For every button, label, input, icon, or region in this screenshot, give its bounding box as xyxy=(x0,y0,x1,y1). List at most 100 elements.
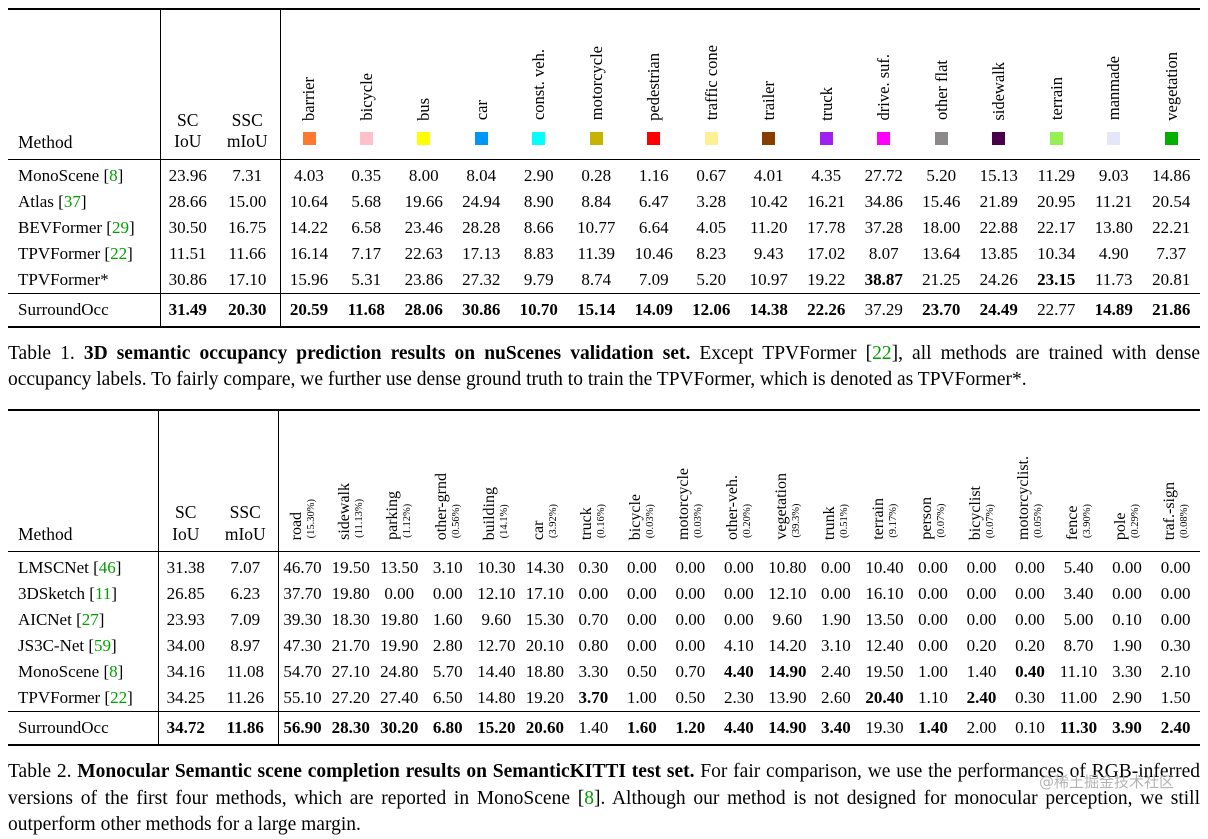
class-label: bicycle xyxy=(356,72,376,121)
metric-value: 3.70 xyxy=(578,688,609,708)
method-cell: JS3C-Net [59] xyxy=(8,633,159,660)
table2-semantickitti-results: Method SC IoU SSC mIoU road (15.30%) sidewalk (1… xyxy=(8,408,1200,747)
metric-value: 7.37 xyxy=(1156,243,1187,263)
class-color-swatch-car xyxy=(474,131,488,145)
class-header-terrain: terrain (9.17%) xyxy=(860,409,909,553)
metric-value: 16.10 xyxy=(865,584,904,604)
paper-page: Method SC IoU SSC mIoU barrier bicycle bus car co… xyxy=(8,8,1200,835)
metric-value: 10.30 xyxy=(477,558,516,578)
class-frequency: (0.16%) xyxy=(596,503,608,539)
class-frequency: (0.20%) xyxy=(741,503,753,539)
metric-value: 0.00 xyxy=(626,584,657,604)
metric-value: 46.70 xyxy=(283,558,322,578)
class-label: barrier xyxy=(299,76,319,121)
method-cell: TPVFormer* xyxy=(8,266,161,293)
metric-value: 9.43 xyxy=(753,243,784,263)
class-color-swatch-motorcycle xyxy=(589,131,603,145)
class-frequency: (39.3%) xyxy=(790,503,802,539)
metric-value: 15.14 xyxy=(567,292,625,327)
metric-value: 8.07 xyxy=(868,243,899,263)
metric-value: 28.30 xyxy=(326,711,376,746)
class-header-sidewalk: sidewalk xyxy=(970,9,1028,160)
row-js3c-net: JS3C-Net [59] 34.00 8.97 47.30 21.70 19.90 2.8… xyxy=(8,633,1200,660)
ssc-miou-value: 11.86 xyxy=(213,711,279,746)
metric-value: 20.81 xyxy=(1152,269,1191,289)
metric-value: 1.60 xyxy=(432,610,463,630)
metric-value: 11.30 xyxy=(1054,711,1103,746)
metric-value: 10.42 xyxy=(749,191,788,211)
metric-value: 8.00 xyxy=(408,165,439,185)
metric-value: 20.10 xyxy=(525,636,564,656)
metric-value: 5.40 xyxy=(1063,558,1094,578)
metric-value: 5.00 xyxy=(1063,610,1094,630)
metric-value: 14.09 xyxy=(625,292,683,327)
metric-value: 5.20 xyxy=(696,269,727,289)
metric-value: 0.67 xyxy=(696,165,727,185)
metric-value: 4.90 xyxy=(1098,243,1129,263)
metric-value: 4.40 xyxy=(714,711,764,746)
metric-value: 4.05 xyxy=(696,217,727,237)
metric-value: 1.90 xyxy=(821,610,851,630)
metric-value: 0.00 xyxy=(966,584,997,604)
method-name: MonoScene xyxy=(18,662,100,682)
ssc-miou-value: 11.26 xyxy=(213,685,279,712)
class-frequency: (0.08%) xyxy=(1178,503,1190,539)
class-label: motorcycle (0.03%) xyxy=(675,468,704,540)
class-header-pedestrian: pedestrian xyxy=(625,9,683,160)
row-surroundocc: SurroundOcc 31.49 20.30 20.59 11.68 28.06 30.8… xyxy=(8,292,1200,327)
class-color-swatch-drive-suf xyxy=(877,131,891,145)
class-header-trunk: trunk (0.51%) xyxy=(811,409,861,553)
metric-value: 5.31 xyxy=(351,269,382,289)
metric-value: 11.29 xyxy=(1037,165,1076,185)
metric-value: 3.10 xyxy=(432,558,463,578)
method-cell: Atlas [37] xyxy=(8,188,161,215)
metric-value: 1.40 xyxy=(966,662,997,682)
watermark: @稀土掘金技术社区 xyxy=(1038,773,1174,791)
class-name: bicycle xyxy=(626,493,644,541)
class-color-swatch-const-veh xyxy=(532,131,546,145)
metric-value: 23.15 xyxy=(1037,269,1076,289)
metric-value: 7.09 xyxy=(638,269,669,289)
class-header-pole: pole (0.29%) xyxy=(1102,409,1152,553)
metric-value: 37.28 xyxy=(864,217,903,237)
method-cell: TPVFormer [22] xyxy=(8,240,161,267)
metric-value: 20.60 xyxy=(520,711,570,746)
class-header-other-flat: other flat xyxy=(912,9,970,160)
metric-value: 11.20 xyxy=(749,217,788,237)
class-color-swatch-truck xyxy=(819,131,833,145)
class-header-road: road (15.30%) xyxy=(278,409,327,553)
metric-value: 15.13 xyxy=(979,165,1018,185)
class-color-swatch-bicycle xyxy=(359,131,373,145)
metric-value: 0.00 xyxy=(675,584,706,604)
metric-value: 15.20 xyxy=(472,711,521,746)
ssc-miou-value: 7.31 xyxy=(215,159,281,189)
class-label: fence (3.90%) xyxy=(1064,504,1093,540)
metric-value: 10.64 xyxy=(289,191,329,211)
sc-iou-value: 34.72 xyxy=(158,711,213,746)
metric-value: 9.03 xyxy=(1098,165,1129,185)
sc-iou-value: 26.85 xyxy=(166,584,205,604)
method-cell: MonoScene [8] xyxy=(8,659,159,686)
method-name: JS3C-Net xyxy=(18,636,85,656)
citation-ref: 22 xyxy=(110,243,128,263)
method-name: TPVFormer xyxy=(18,688,101,708)
metric-value: 22.77 xyxy=(1027,292,1085,327)
metric-value: 0.00 xyxy=(918,636,948,656)
metric-value: 0.00 xyxy=(384,584,415,604)
class-frequency: (15.30%) xyxy=(305,498,317,539)
class-label: trunk (0.51%) xyxy=(821,504,850,540)
metric-value: 39.30 xyxy=(283,610,322,630)
class-label: trailer xyxy=(759,81,779,121)
metric-value: 0.00 xyxy=(966,610,997,630)
class-frequency: (0.07%) xyxy=(935,503,947,539)
metric-value: 34.86 xyxy=(864,191,903,211)
metric-value: 0.00 xyxy=(724,558,754,578)
method-name: LMSCNet xyxy=(18,558,89,578)
metric-value: 38.87 xyxy=(864,269,903,289)
metric-value: 28.06 xyxy=(395,292,453,327)
metric-value: 15.46 xyxy=(922,191,961,211)
metric-value: 4.10 xyxy=(724,636,754,656)
class-name: pole xyxy=(1112,512,1130,541)
row-lmscnet: LMSCNet [46] 31.38 7.07 46.70 19.50 13.50 3.10… xyxy=(8,551,1200,582)
class-label: sidewalk xyxy=(989,61,1009,121)
